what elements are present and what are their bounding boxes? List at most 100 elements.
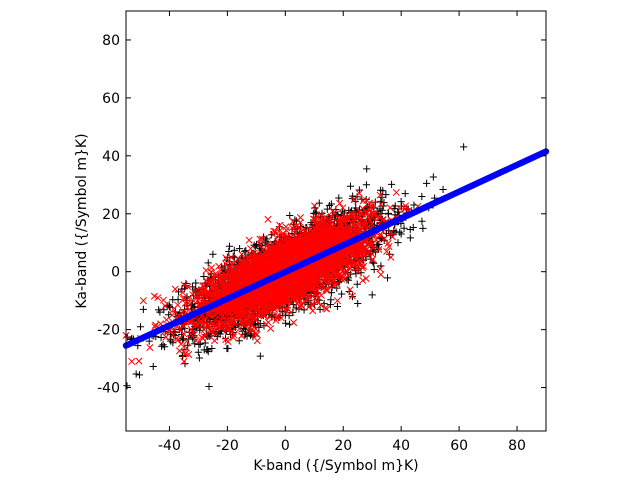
plus-marker bbox=[282, 319, 290, 327]
plus-marker bbox=[156, 308, 164, 316]
plus-marker bbox=[225, 247, 233, 256]
plus-marker bbox=[353, 280, 361, 288]
x-marker bbox=[370, 209, 378, 218]
plus-marker bbox=[200, 346, 208, 354]
x-marker bbox=[283, 232, 291, 240]
plus-marker bbox=[139, 305, 147, 313]
plus-marker bbox=[181, 324, 189, 333]
plus-marker bbox=[400, 224, 408, 232]
plus-marker bbox=[157, 333, 165, 342]
plus-marker bbox=[181, 281, 190, 290]
plus-marker bbox=[406, 234, 414, 242]
plus-marker bbox=[235, 244, 244, 253]
x-marker bbox=[162, 333, 170, 341]
plus-marker bbox=[382, 191, 390, 199]
x-marker bbox=[135, 357, 143, 365]
x-marker bbox=[275, 305, 283, 314]
x-marker bbox=[387, 253, 395, 261]
plus-marker bbox=[397, 230, 405, 238]
x-marker bbox=[146, 343, 154, 352]
x-marker bbox=[180, 281, 188, 289]
plus-marker bbox=[339, 207, 347, 215]
plus-marker bbox=[379, 202, 387, 210]
plus-marker bbox=[263, 235, 271, 243]
plus-marker bbox=[169, 296, 177, 304]
x-marker bbox=[174, 301, 182, 309]
x-marker bbox=[385, 242, 393, 251]
plus-marker bbox=[354, 299, 362, 308]
plus-marker bbox=[396, 228, 404, 236]
plus-marker bbox=[149, 362, 157, 371]
plus-marker bbox=[338, 290, 346, 298]
x-marker bbox=[329, 207, 337, 215]
x-marker bbox=[348, 292, 356, 300]
plus-marker bbox=[286, 211, 294, 220]
plus-marker bbox=[250, 241, 258, 249]
plus-marker bbox=[327, 296, 335, 304]
x-marker bbox=[327, 213, 335, 221]
x-marker bbox=[183, 344, 191, 352]
plus-marker bbox=[195, 354, 204, 362]
plus-marker bbox=[192, 279, 200, 287]
plus-marker bbox=[223, 344, 231, 353]
plus-marker bbox=[208, 344, 216, 353]
x-marker bbox=[150, 292, 158, 300]
plus-marker bbox=[194, 348, 202, 356]
plus-marker bbox=[397, 202, 406, 210]
plus-marker bbox=[123, 382, 131, 390]
x-marker bbox=[229, 333, 237, 342]
x-marker bbox=[187, 330, 195, 338]
x-marker bbox=[362, 274, 370, 283]
x-marker bbox=[381, 234, 389, 243]
plus-marker bbox=[409, 223, 417, 232]
x-marker bbox=[317, 291, 325, 299]
x-marker bbox=[376, 265, 384, 273]
x-marker bbox=[336, 199, 344, 207]
x-marker bbox=[230, 331, 238, 339]
x-marker bbox=[207, 264, 216, 272]
plus-marker bbox=[418, 217, 426, 225]
plus-marker bbox=[200, 272, 208, 281]
plus-marker bbox=[419, 224, 427, 232]
plus-marker bbox=[135, 371, 144, 379]
plus-marker bbox=[368, 291, 376, 299]
plus-marker bbox=[323, 205, 331, 213]
x-marker bbox=[228, 327, 236, 335]
x-marker bbox=[276, 221, 284, 229]
x-marker bbox=[258, 235, 266, 243]
x-marker bbox=[222, 260, 230, 268]
x-marker bbox=[318, 282, 326, 291]
x-marker bbox=[287, 308, 295, 317]
x-marker bbox=[355, 189, 363, 197]
x-marker bbox=[256, 240, 264, 248]
plus-marker bbox=[401, 189, 409, 198]
plus-marker bbox=[167, 337, 175, 345]
plus-marker bbox=[160, 343, 169, 351]
x-marker bbox=[198, 333, 206, 342]
plus-marker bbox=[204, 259, 212, 267]
plus-marker bbox=[460, 143, 468, 151]
plus-marker bbox=[387, 180, 396, 188]
plus-marker bbox=[429, 173, 437, 181]
x-marker bbox=[190, 330, 198, 338]
plus-marker bbox=[394, 239, 402, 247]
x-marker bbox=[185, 350, 193, 358]
x-marker bbox=[209, 274, 217, 282]
x-marker bbox=[209, 329, 217, 337]
plus-marker bbox=[132, 370, 140, 378]
x-marker bbox=[309, 215, 318, 223]
x-marker bbox=[212, 329, 220, 337]
x-marker bbox=[282, 306, 290, 314]
x-marker bbox=[359, 276, 367, 284]
plus-marker bbox=[196, 340, 204, 348]
x-marker bbox=[179, 288, 187, 296]
plus-marker bbox=[370, 265, 378, 274]
x-marker bbox=[363, 196, 371, 204]
x-marker bbox=[387, 228, 395, 237]
x-marker bbox=[296, 213, 304, 222]
plus-marker bbox=[136, 323, 145, 331]
plus-marker bbox=[345, 206, 353, 214]
x-marker bbox=[313, 298, 321, 306]
x-marker bbox=[175, 347, 184, 355]
